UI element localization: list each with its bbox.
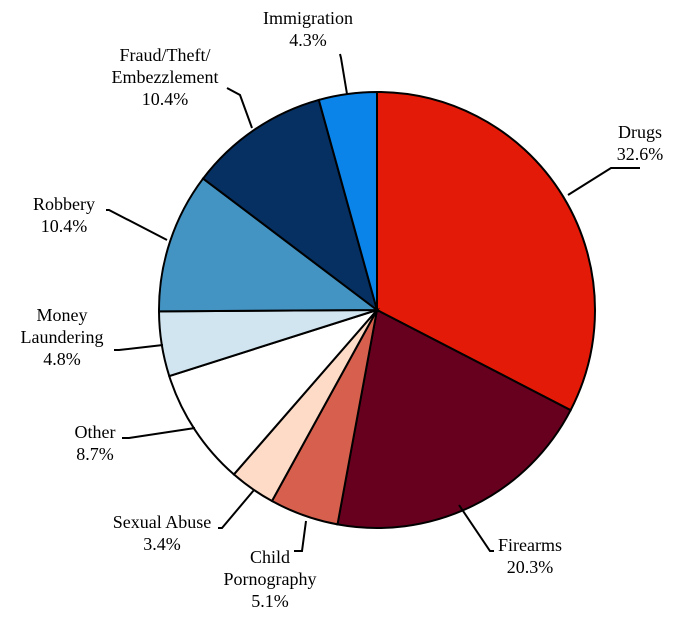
slice-name: Fraud/Theft/ bbox=[120, 45, 211, 65]
slice-value: 8.7% bbox=[76, 444, 114, 464]
pie-slice-fraud-theft-embezzlement bbox=[201, 98, 379, 313]
slice-name: Money bbox=[37, 305, 88, 325]
slice-label: Money Laundering 4.8% bbox=[21, 305, 104, 369]
slice-value: 10.4% bbox=[41, 216, 88, 236]
pie-slice-immigration bbox=[317, 90, 378, 311]
slice-value: 20.3% bbox=[507, 557, 554, 577]
slice-name: Child bbox=[250, 547, 290, 567]
slice-label: Immigration 4.3% bbox=[263, 8, 353, 50]
leader-lines bbox=[106, 53, 640, 552]
slice-value: 32.6% bbox=[617, 144, 664, 164]
slice-label: Firearms 20.3% bbox=[498, 535, 562, 577]
slice-labels: Drugs 32.6% Firearms 20.3% Child Pornography 5… bbox=[21, 8, 664, 611]
leader-line bbox=[458, 504, 494, 552]
slice-name: Drugs bbox=[618, 122, 662, 142]
slice-name: Embezzlement bbox=[112, 67, 219, 87]
slice-value: 4.3% bbox=[289, 30, 327, 50]
slice-name: Other bbox=[75, 422, 116, 442]
slice-name: Robbery bbox=[33, 194, 95, 214]
leader-line bbox=[339, 53, 348, 95]
slice-value: 10.4% bbox=[142, 89, 189, 109]
leader-line bbox=[226, 87, 253, 129]
slice-value: 4.8% bbox=[43, 349, 81, 369]
leader-line bbox=[114, 344, 164, 351]
slice-name: Pornography bbox=[224, 569, 317, 589]
pie-slice-drugs bbox=[376, 90, 596, 412]
slice-label: Other 8.7% bbox=[75, 422, 116, 464]
slice-label: Sexual Abuse 3.4% bbox=[113, 512, 212, 554]
slice-name: Laundering bbox=[21, 327, 104, 347]
slice-name: Immigration bbox=[263, 8, 353, 28]
slice-label: Robbery 10.4% bbox=[33, 194, 95, 236]
slice-label: Fraud/Theft/Embezzlement 10.4% bbox=[112, 45, 219, 109]
slice-label: Child Pornography 5.1% bbox=[224, 547, 317, 611]
pie-slice-firearms bbox=[336, 308, 572, 529]
leader-line bbox=[567, 167, 640, 196]
slice-value: 3.4% bbox=[143, 534, 181, 554]
slice-label: Drugs 32.6% bbox=[617, 122, 664, 164]
slice-name: Firearms bbox=[498, 535, 562, 555]
leader-line bbox=[122, 427, 196, 439]
leader-line bbox=[218, 489, 255, 529]
pie-slice-other bbox=[167, 307, 381, 476]
leader-line bbox=[294, 520, 307, 552]
pie-slice-robbery bbox=[157, 177, 380, 313]
pie-slices bbox=[157, 90, 596, 529]
leader-line bbox=[106, 209, 168, 241]
slice-name: Sexual Abuse bbox=[113, 512, 212, 532]
slice-value: 5.1% bbox=[251, 591, 289, 611]
